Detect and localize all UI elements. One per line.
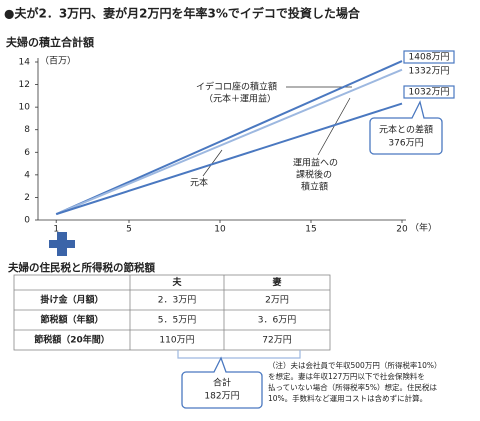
table-cell: 2万円 xyxy=(265,295,289,306)
end-label: 1332万円 xyxy=(409,66,450,77)
table-cell: 掛け金（月額） xyxy=(40,294,103,306)
leader-line xyxy=(202,149,223,177)
end-label-box xyxy=(403,85,455,99)
series-label: （元本＋運用益） xyxy=(204,93,276,105)
series-label: イデコロ座の積立額 xyxy=(196,81,277,93)
table-cell: 節税額（年額） xyxy=(39,314,103,326)
total-value: 182万円 xyxy=(204,391,239,402)
series-line xyxy=(55,102,403,216)
table-cell: 節税額（20年間） xyxy=(33,334,110,346)
table-cell: 3．6万円 xyxy=(258,315,296,326)
series-line xyxy=(55,68,403,216)
y-tick-label: 2 xyxy=(24,193,30,203)
end-label: 1032万円 xyxy=(409,87,450,98)
plus-icon xyxy=(49,232,75,256)
callout xyxy=(181,356,263,409)
annotation: 元本との差額 xyxy=(379,124,433,136)
series-label: 運用益への xyxy=(293,157,338,169)
x-tick-label: 15 xyxy=(305,225,316,235)
table-header: 夫 xyxy=(172,276,182,288)
table-cell: 72万円 xyxy=(262,335,291,346)
table-header: 妻 xyxy=(272,276,281,288)
table-cell: 5．5万円 xyxy=(158,315,196,326)
x-tick-label: 20 xyxy=(396,225,408,235)
series-line xyxy=(55,60,403,216)
chart-title: 夫婦の積立合計額 xyxy=(6,35,94,49)
total-label: 合計 xyxy=(213,377,231,389)
series-label: 課税後の xyxy=(296,169,332,181)
y-tick-label: 8 xyxy=(24,125,30,135)
end-label: 1408万円 xyxy=(409,52,450,63)
y-tick-label: 0 xyxy=(24,216,30,226)
y-tick-label: 12 xyxy=(19,80,30,90)
series-label: 積立額 xyxy=(301,181,328,193)
end-label-box xyxy=(403,50,455,64)
note: 10%。手数料など運用コストは含めずに計算。 xyxy=(268,393,427,403)
y-tick-label: 10 xyxy=(19,103,31,113)
y-axis-label: （百万） xyxy=(40,56,76,67)
table-cell: 110万円 xyxy=(159,335,194,346)
y-tick-label: 14 xyxy=(19,58,31,68)
leader-line xyxy=(317,97,351,156)
note: 払っていない場合（所得税率5%）想定。住民税は xyxy=(268,382,438,392)
x-tick-label: 5 xyxy=(126,225,132,235)
bracket xyxy=(177,350,301,359)
x-tick-label: 10 xyxy=(214,225,226,235)
x-axis-label: （年） xyxy=(410,222,437,234)
note: （注）夫は会社員で年収500万円（所得税率10%） xyxy=(268,360,441,370)
note: を想定。妻は年収127万円以下で社会保険料を xyxy=(268,371,425,381)
y-tick-label: 6 xyxy=(24,148,30,158)
page-title: ●夫が2．3万円、妻が月2万円を年率3%でイデコで投資した場合 xyxy=(4,6,361,21)
series-label: 元本 xyxy=(190,177,208,189)
callout xyxy=(369,100,443,155)
x-tick-label: 1 xyxy=(53,225,59,235)
annotation: 376万円 xyxy=(388,138,423,149)
y-tick-label: 4 xyxy=(24,170,30,180)
table-title: 夫婦の住民税と所得税の節税額 xyxy=(8,261,155,274)
table-border xyxy=(13,274,331,351)
table-cell: 2．3万円 xyxy=(158,295,196,306)
